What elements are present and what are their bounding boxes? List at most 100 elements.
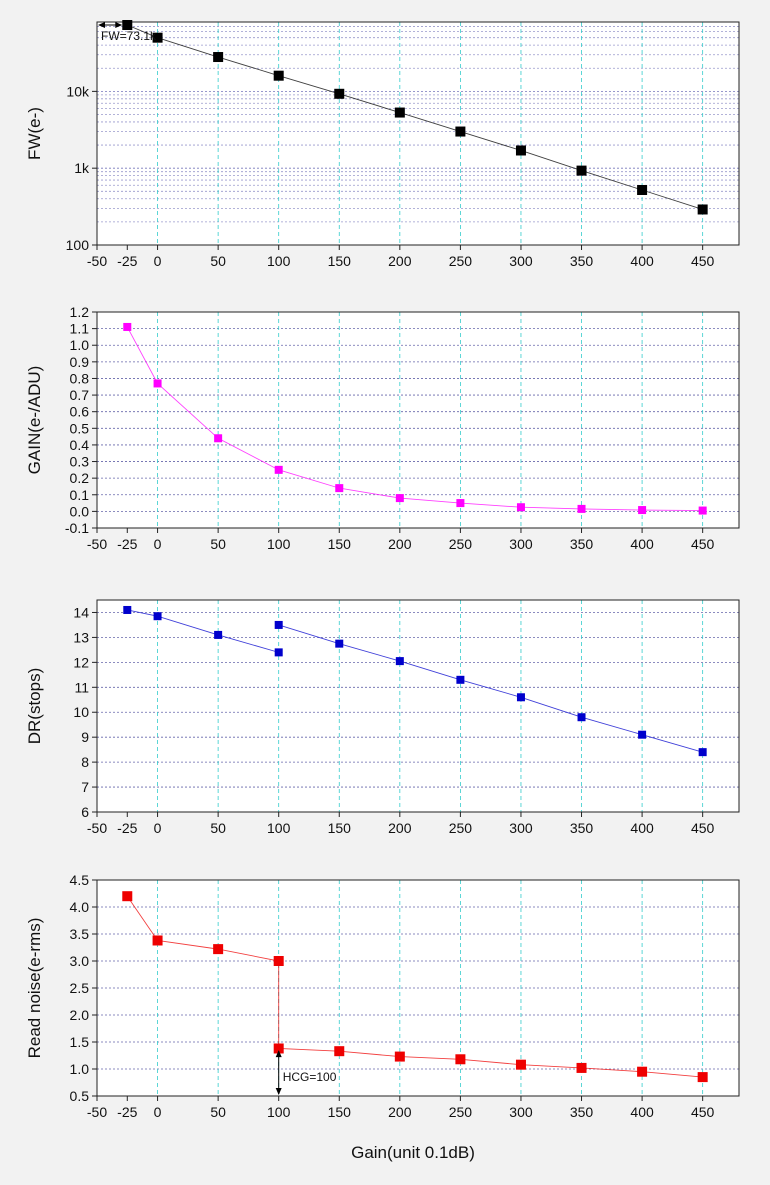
data-point bbox=[152, 935, 163, 946]
data-point bbox=[638, 730, 647, 739]
x-tick-label: -50 bbox=[87, 253, 107, 269]
x-tick-label: 200 bbox=[388, 253, 412, 269]
data-point bbox=[455, 126, 466, 137]
y-tick-label: 1k bbox=[74, 160, 90, 176]
y-tick-label: 3.0 bbox=[70, 953, 90, 969]
data-point bbox=[576, 165, 587, 176]
data-point bbox=[335, 639, 344, 648]
y-tick-label: 10 bbox=[73, 704, 89, 720]
data-point bbox=[516, 503, 525, 512]
y-tick-label: 4.5 bbox=[70, 872, 90, 888]
y-axis-label: FW(e-) bbox=[25, 107, 44, 160]
data-point bbox=[515, 145, 526, 156]
y-tick-label: 9 bbox=[81, 729, 89, 745]
x-tick-label: 350 bbox=[570, 536, 594, 552]
y-tick-label: 14 bbox=[73, 604, 89, 620]
x-tick-label: -50 bbox=[87, 820, 107, 836]
y-tick-label: 2.0 bbox=[70, 1007, 90, 1023]
y-tick-label: 1.1 bbox=[70, 321, 90, 337]
data-point bbox=[577, 504, 586, 513]
y-tick-label: 0.1 bbox=[70, 487, 90, 503]
x-tick-label: 0 bbox=[154, 536, 162, 552]
data-point bbox=[697, 1072, 708, 1083]
x-tick-label: 0 bbox=[154, 1104, 162, 1120]
chart-panel-3: -50 -25 0 50 100 150 200 250 300 350 400 450 6 7 8 9 10 1… bbox=[25, 599, 740, 836]
data-point bbox=[456, 499, 465, 508]
horizontal-grid bbox=[97, 612, 739, 788]
chart-panel-1: -50 -25 0 50 100 150 200 250 300 350 400 450 100 1k 10… bbox=[25, 20, 740, 269]
x-tick-label: 450 bbox=[691, 820, 715, 836]
y-tick-label: 100 bbox=[66, 237, 90, 253]
data-point bbox=[153, 612, 162, 621]
x-tick-label: 450 bbox=[691, 253, 715, 269]
x-tick-label: 450 bbox=[691, 536, 715, 552]
x-tick-label: 200 bbox=[388, 820, 412, 836]
data-point bbox=[395, 494, 404, 503]
data-point bbox=[698, 748, 707, 757]
data-point bbox=[395, 657, 404, 666]
data-point bbox=[214, 630, 223, 639]
x-tick-label: 0 bbox=[154, 253, 162, 269]
y-tick-label: 0.0 bbox=[70, 503, 90, 519]
arrowhead-down bbox=[275, 1088, 282, 1095]
plot-area bbox=[97, 600, 739, 812]
data-point bbox=[273, 956, 284, 966]
y-axis-label: GAIN(e-/ADU) bbox=[25, 366, 44, 475]
x-tick-label: 350 bbox=[570, 820, 594, 836]
series-line bbox=[127, 609, 279, 653]
y-tick-label: -0.1 bbox=[65, 520, 89, 536]
x-tick-label: 250 bbox=[449, 1104, 473, 1120]
data-point bbox=[394, 1051, 405, 1062]
horizontal-grid bbox=[97, 311, 739, 512]
x-tick-label: -25 bbox=[117, 1104, 137, 1120]
x-tick-label: 150 bbox=[328, 253, 352, 269]
data-point bbox=[455, 1054, 466, 1065]
plot-frame bbox=[96, 311, 740, 529]
series-line bbox=[278, 624, 703, 753]
data-point bbox=[152, 32, 163, 43]
y-tick-label: 0.7 bbox=[70, 387, 90, 403]
y-tick-label: 1.2 bbox=[70, 304, 90, 320]
y-tick-label: 7 bbox=[81, 779, 89, 795]
data-point bbox=[213, 944, 224, 955]
data-point bbox=[274, 620, 283, 629]
data-point bbox=[122, 20, 133, 31]
x-tick-label: 200 bbox=[388, 1104, 412, 1120]
y-axis-label: DR(stops) bbox=[25, 668, 44, 745]
x-tick-label: 100 bbox=[267, 1104, 291, 1120]
vertical-grid bbox=[157, 22, 704, 245]
arrowhead-right bbox=[115, 22, 123, 29]
data-point bbox=[274, 648, 283, 657]
y-tick-label: 0.4 bbox=[70, 437, 90, 453]
x-tick-label: 400 bbox=[630, 1104, 654, 1120]
x-tick-label: 250 bbox=[449, 253, 473, 269]
x-tick-label: 250 bbox=[449, 820, 473, 836]
x-tick-label: 300 bbox=[509, 536, 533, 552]
plot-frame bbox=[96, 21, 740, 246]
data-point bbox=[214, 434, 223, 443]
data-point bbox=[576, 1062, 587, 1073]
arrowhead-up bbox=[275, 1050, 282, 1058]
data-point bbox=[698, 506, 707, 515]
data-point bbox=[515, 1059, 526, 1070]
chart-panel-2: -50 -25 0 50 100 150 200 250 300 350 400 450 -0.10.0… bbox=[25, 304, 740, 552]
x-tick-label: -25 bbox=[117, 820, 137, 836]
y-tick-label: 13 bbox=[73, 629, 89, 645]
annotation-text: HCG=100 bbox=[283, 1070, 337, 1084]
x-tick-label: 450 bbox=[691, 1104, 715, 1120]
x-tick-label: 150 bbox=[328, 1104, 352, 1120]
y-tick-label: 1.5 bbox=[70, 1034, 90, 1050]
data-point bbox=[577, 713, 586, 722]
data-point bbox=[335, 484, 344, 493]
plot-area bbox=[97, 22, 739, 245]
data-point bbox=[516, 693, 525, 702]
plot-area bbox=[97, 312, 739, 528]
y-axis-label: Read noise(e-rms) bbox=[25, 918, 44, 1059]
x-tick-label: 200 bbox=[388, 536, 412, 552]
y-tick-label: 10k bbox=[66, 83, 90, 99]
y-tick-label: 12 bbox=[73, 654, 89, 670]
y-tick-label: 1.0 bbox=[70, 337, 90, 353]
y-tick-label: 6 bbox=[81, 804, 89, 820]
y-tick-label: 0.6 bbox=[70, 404, 90, 420]
series-line bbox=[126, 895, 703, 1078]
